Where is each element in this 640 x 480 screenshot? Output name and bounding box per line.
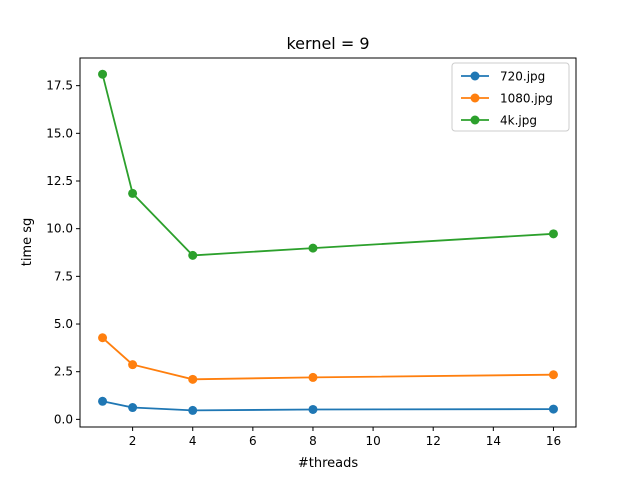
data-point-1080 <box>308 372 318 382</box>
y-tick-label: 17.5 <box>46 79 73 93</box>
y-tick-label: 15.0 <box>46 126 73 140</box>
legend: 720.jpg 1080.jpg 4k.jpg <box>451 62 570 132</box>
data-point-4k <box>548 229 558 239</box>
legend-marker-4k <box>470 115 480 125</box>
data-point-1080 <box>188 374 198 384</box>
x-tick-label: 6 <box>249 434 257 448</box>
chart-title: kernel = 9 <box>286 34 369 53</box>
x-tick-label: 16 <box>546 434 561 448</box>
y-tick-label: 5.0 <box>54 317 73 331</box>
data-point-4k <box>188 250 198 260</box>
data-point-720 <box>98 396 108 406</box>
x-tick-label: 12 <box>426 434 441 448</box>
ticks-layer: 2 4 6 8 10 12 14 16 0.0 2.5 5.0 7.5 10.0 12.5 15.0 17.5 <box>46 79 561 448</box>
y-tick-label: 10.0 <box>46 222 73 236</box>
plot-frame <box>79 57 577 428</box>
data-point-4k <box>98 69 108 79</box>
legend-label-720: 720.jpg <box>500 70 545 84</box>
x-tick-label: 2 <box>129 434 137 448</box>
legend-marker-1080 <box>470 93 480 103</box>
data-point-720 <box>188 405 198 415</box>
y-tick-label: 7.5 <box>54 269 73 283</box>
data-point-1080 <box>128 360 138 370</box>
x-tick-label: 4 <box>189 434 197 448</box>
data-point-1080 <box>548 370 558 380</box>
x-axis-label: #threads <box>298 456 359 471</box>
x-tick-label: 14 <box>486 434 501 448</box>
data-point-4k <box>308 243 318 253</box>
data-point-1080 <box>98 333 108 343</box>
legend-box <box>451 62 570 132</box>
data-point-720 <box>128 403 138 413</box>
series-layer <box>98 69 558 415</box>
legend-label-1080: 1080.jpg <box>500 92 553 106</box>
y-tick-label: 0.0 <box>54 412 73 426</box>
data-point-720 <box>548 404 558 414</box>
y-tick-label: 12.5 <box>46 174 73 188</box>
x-tick-label: 8 <box>309 434 317 448</box>
legend-label-4k: 4k.jpg <box>500 114 537 128</box>
data-point-4k <box>128 188 138 198</box>
y-tick-label: 2.5 <box>54 365 73 379</box>
x-tick-label: 10 <box>365 434 380 448</box>
y-axis-label: time sg <box>20 218 35 267</box>
data-point-720 <box>308 404 318 414</box>
legend-marker-720 <box>470 71 480 81</box>
